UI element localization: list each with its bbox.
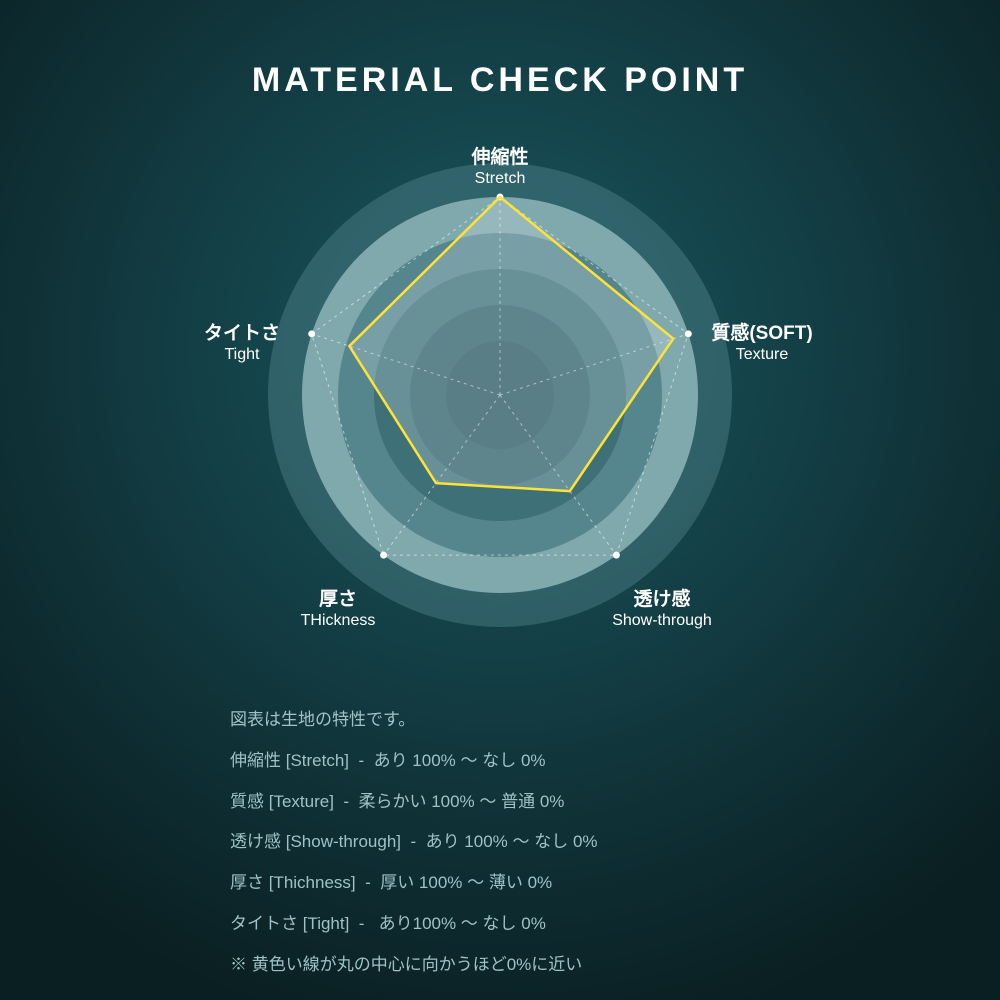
svg-text:質感(SOFT): 質感(SOFT) bbox=[711, 321, 812, 344]
description-line: 伸縮性 [Stretch] - あり 100% ～ なし 0% bbox=[230, 741, 830, 782]
description-block: 図表は生地の特性です。伸縮性 [Stretch] - あり 100% ～ なし … bbox=[230, 700, 830, 986]
description-line: 厚さ [Thichness] - 厚い 100% ～ 薄い 0% bbox=[230, 863, 830, 904]
page-title: MATERIAL CHECK POINT bbox=[0, 61, 1000, 100]
svg-text:透け感: 透け感 bbox=[633, 587, 690, 610]
description-line: 質感 [Texture] - 柔らかい 100% ～ 普通 0% bbox=[230, 782, 830, 823]
svg-text:厚さ: 厚さ bbox=[319, 588, 357, 610]
description-line: タイトさ [Tight] - あり100% ～ なし 0% bbox=[230, 904, 830, 945]
svg-text:Texture: Texture bbox=[736, 346, 789, 363]
svg-text:Show-through: Show-through bbox=[612, 612, 712, 629]
description-line: 図表は生地の特性です。 bbox=[230, 700, 830, 741]
axis-label: タイトさ Tight bbox=[204, 322, 280, 363]
svg-text:Stretch: Stretch bbox=[475, 170, 526, 187]
svg-text:タイトさ: タイトさ bbox=[204, 322, 280, 344]
description-line: 透け感 [Show-through] - あり 100% ～ なし 0% bbox=[230, 822, 830, 863]
axis-label: 厚さ THickness bbox=[301, 588, 376, 629]
svg-text:伸縮性: 伸縮性 bbox=[470, 145, 528, 168]
svg-text:THickness: THickness bbox=[301, 612, 376, 629]
description-line: ※ 黄色い線が丸の中心に向かうほど0%に近い bbox=[230, 945, 830, 986]
axis-label: 伸縮性 Stretch bbox=[470, 145, 528, 187]
svg-text:Tight: Tight bbox=[225, 346, 261, 363]
infographic-stage: MATERIAL CHECK POINT 伸縮性 Stretch 質感(SOFT) T… bbox=[0, 0, 1000, 1000]
radar-chart: 伸縮性 Stretch 質感(SOFT) Texture 透け感 Show-through… bbox=[0, 120, 1000, 680]
axis-label: 透け感 Show-through bbox=[612, 587, 712, 629]
